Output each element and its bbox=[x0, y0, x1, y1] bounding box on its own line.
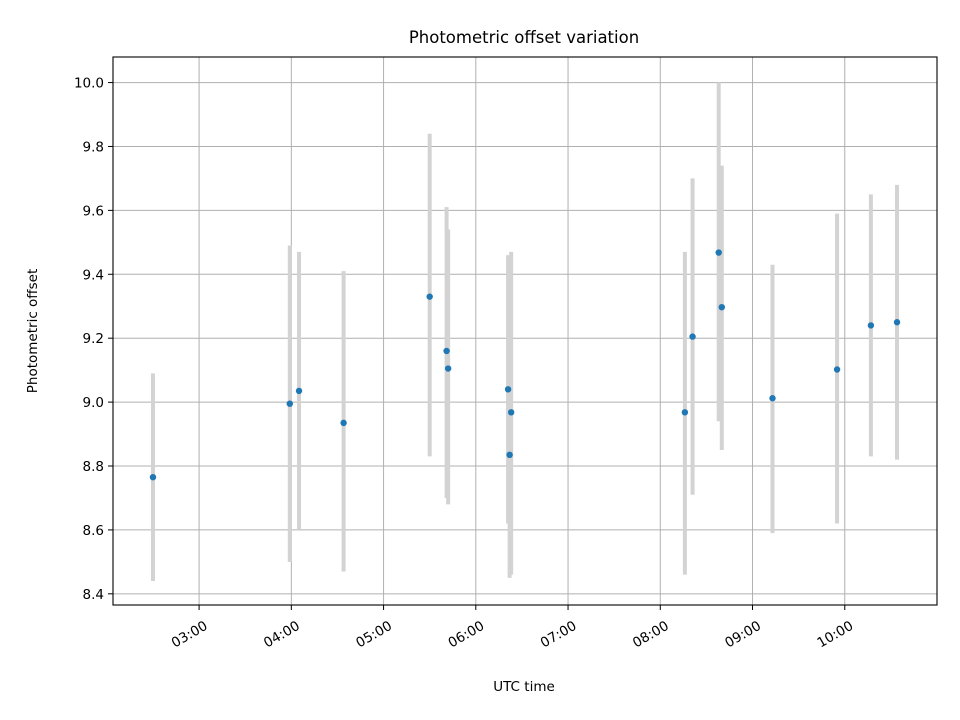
data-point-layer bbox=[149, 249, 901, 481]
x-tick-label: 03:00 bbox=[169, 618, 211, 651]
y-tick-label: 9.6 bbox=[83, 203, 104, 219]
data-point bbox=[149, 473, 157, 481]
x-tick-label: 08:00 bbox=[630, 618, 672, 651]
data-point bbox=[681, 409, 689, 416]
y-axis-label: Photometric offset bbox=[25, 269, 41, 393]
plot-frame bbox=[112, 56, 938, 606]
grid-layer bbox=[113, 57, 937, 605]
x-tick-label: 07:00 bbox=[538, 618, 580, 651]
y-tick-label: 9.8 bbox=[83, 139, 104, 155]
data-point bbox=[867, 322, 875, 329]
data-point bbox=[295, 387, 303, 395]
data-point bbox=[286, 400, 293, 407]
y-tick-label: 9.0 bbox=[83, 395, 104, 411]
data-point bbox=[426, 293, 433, 300]
y-tick-label: 9.2 bbox=[83, 331, 104, 347]
data-point bbox=[715, 249, 722, 256]
x-axis-label: UTC time bbox=[493, 679, 555, 695]
x-tick-label: 06:00 bbox=[446, 618, 488, 651]
data-point bbox=[893, 319, 901, 326]
x-tick-label: 05:00 bbox=[353, 618, 395, 651]
y-tick-label: 8.6 bbox=[83, 523, 104, 539]
y-tick-label: 9.4 bbox=[83, 267, 104, 283]
data-point bbox=[444, 365, 452, 372]
data-point bbox=[340, 419, 347, 427]
data-point bbox=[833, 366, 841, 373]
chart-title: Photometric offset variation bbox=[409, 28, 639, 47]
data-point bbox=[769, 395, 776, 402]
y-tick-label: 8.4 bbox=[83, 587, 104, 603]
x-axis-ticks: 03:00 04:00 05:00 06:00 07:00 08:00 09:00 10:00 bbox=[169, 605, 856, 651]
data-point bbox=[504, 386, 512, 393]
y-tick-label: 8.8 bbox=[83, 459, 104, 475]
error-bar-layer bbox=[150, 82, 900, 582]
y-axis-ticks: 8.4 8.6 8.8 9.0 9.2 9.4 9.6 9.8 10.0 bbox=[74, 76, 113, 603]
data-point bbox=[689, 333, 696, 340]
data-point bbox=[718, 303, 725, 311]
y-tick-label: 10.0 bbox=[74, 76, 104, 92]
x-tick-label: 10:00 bbox=[814, 618, 856, 651]
data-point bbox=[506, 451, 513, 459]
x-tick-label: 09:00 bbox=[722, 618, 764, 651]
data-point bbox=[507, 409, 515, 416]
x-tick-label: 04:00 bbox=[261, 618, 303, 651]
data-point bbox=[443, 347, 450, 355]
